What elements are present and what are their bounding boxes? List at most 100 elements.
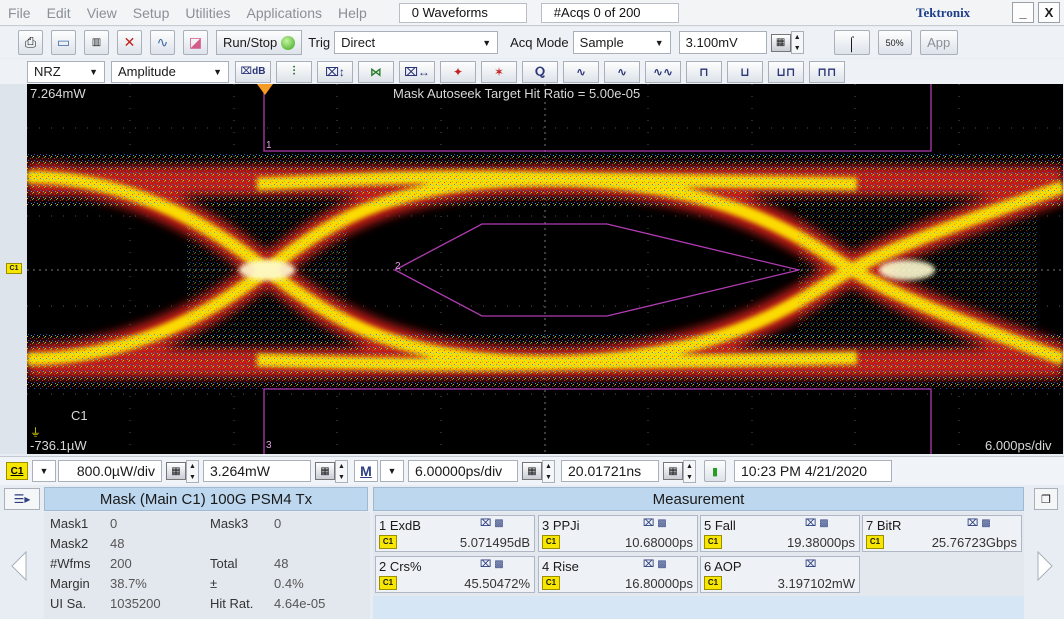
- panel-menu-button[interactable]: ☰▸: [4, 488, 40, 510]
- noise-button[interactable]: ✶: [481, 60, 517, 83]
- vertical-scale-spinner[interactable]: ▲ ▼: [186, 459, 199, 483]
- chevron-down-icon: ▼: [482, 37, 492, 48]
- vertical-scale-input[interactable]: 800.0µW/div: [58, 460, 162, 482]
- measurement-crs[interactable]: 2 Crs% ⌧ ▩ C1 45.50472%: [375, 556, 535, 593]
- measurement-aop[interactable]: 6 AOP ⌧ C1 3.197102mW: [700, 556, 860, 593]
- burst-button[interactable]: ⊓⊓: [809, 60, 845, 83]
- stats-icon[interactable]: ⌧: [805, 559, 817, 570]
- measurement-fall[interactable]: 5 Fall ⌧ ▩ C1 19.38000ps: [700, 515, 860, 552]
- stats-icon[interactable]: ⌧ ▩: [967, 518, 991, 529]
- mask-value: 200: [110, 556, 132, 571]
- source-badge: C1: [379, 535, 397, 549]
- signal-type-select[interactable]: NRZ ▼: [27, 60, 105, 83]
- keypad-icon[interactable]: ▦: [315, 462, 335, 480]
- rise-button[interactable]: ∿: [563, 60, 599, 83]
- horizontal-scale-spinner[interactable]: ▲ ▼: [542, 459, 555, 483]
- fifty-percent-button[interactable]: 50%: [877, 30, 912, 55]
- default-setup-button[interactable]: ◪: [183, 30, 208, 55]
- timebase-label: 6.000ps/div: [985, 438, 1052, 453]
- eye-width-button[interactable]: ⌧↔: [399, 60, 435, 83]
- keypad-icon[interactable]: ▦: [770, 33, 791, 52]
- measurement-rise[interactable]: 4 Rise ⌧ ▩ C1 16.80000ps: [538, 556, 698, 593]
- measurement-exdb[interactable]: 1 ExdB ⌧ ▩ C1 5.071495dB: [375, 515, 535, 552]
- restore-panel-button[interactable]: ❐: [1034, 488, 1058, 510]
- trigger-level-value: 3.100mV: [685, 35, 738, 50]
- math-button[interactable]: M: [354, 460, 378, 482]
- chevron-right-icon[interactable]: [1028, 512, 1064, 619]
- horizontal-position-input[interactable]: 20.01721ns: [561, 460, 659, 482]
- acq-mode-select[interactable]: Sample ▼: [572, 31, 671, 54]
- run-stop-button[interactable]: Run/Stop: [216, 30, 303, 55]
- waveform-display[interactable]: 7.264mW Mask Autoseek Target Hit Ratio =…: [27, 84, 1063, 454]
- channel-c1-button[interactable]: C1: [6, 462, 28, 480]
- math-dropdown[interactable]: ▼: [380, 460, 404, 482]
- signal-type-value: NRZ: [34, 64, 61, 79]
- mask-value: 48: [110, 536, 125, 551]
- status-indicator-button[interactable]: ▮: [704, 460, 726, 482]
- close-button[interactable]: X: [1038, 2, 1060, 23]
- measure-button[interactable]: ▥: [84, 30, 109, 55]
- stats-icon[interactable]: ⌧ ▩: [480, 559, 504, 570]
- ruler-icon: ▥: [91, 37, 102, 48]
- stats-icon[interactable]: ⌧ ▩: [643, 559, 667, 570]
- menu-help[interactable]: Help: [338, 4, 367, 21]
- main-toolbar: ⎙ ▭ ▥ ✕ ∿ ◪ Run/Stop Trig Direct ▼ Acq M…: [0, 27, 1064, 58]
- source-badge: C1: [704, 535, 722, 549]
- eye-db-button[interactable]: ⌧dB: [235, 60, 271, 83]
- level-spinner[interactable]: ▲ ▼: [790, 31, 804, 54]
- measurement-bitr[interactable]: 7 BitR ⌧ ▩ C1 25.76723Gbps: [862, 515, 1022, 552]
- menu-view[interactable]: View: [86, 4, 117, 21]
- noise-icon: ✶: [493, 64, 505, 79]
- view-mode-select[interactable]: Amplitude ▼: [111, 60, 229, 83]
- stats-icon[interactable]: ⌧ ▩: [805, 518, 829, 529]
- histogram-button[interactable]: ⫶: [276, 60, 312, 83]
- menu-bar: File Edit View Setup Utilities Applicati…: [0, 0, 1064, 26]
- clear-button[interactable]: ✕: [117, 30, 142, 55]
- neg-width-button[interactable]: ⊔: [727, 60, 763, 83]
- measurement-ppji[interactable]: 3 PPJi ⌧ ▩ C1 10.68000ps: [538, 515, 698, 552]
- fall-button[interactable]: ∿: [604, 60, 640, 83]
- trigger-slope-button[interactable]: ⌠: [833, 30, 870, 55]
- menu-utilities[interactable]: Utilities: [185, 4, 231, 21]
- measurement-value: 19.38000ps: [787, 535, 855, 550]
- mask-panel-header: Mask (Main C1) 100G PSM4 Tx: [44, 487, 368, 511]
- trigger-source-value: Direct: [341, 35, 376, 50]
- pos-width-button[interactable]: ⊓: [686, 60, 722, 83]
- trigger-level-input[interactable]: 3.100mV: [678, 31, 767, 54]
- menu-file[interactable]: File: [8, 4, 31, 21]
- trigger-position-marker[interactable]: [257, 84, 273, 95]
- mask-results: Mask1 0 Mask3 0 Mask2 48 #Wfms 200 Total…: [44, 512, 370, 619]
- horizontal-position-spinner[interactable]: ▲ ▼: [683, 459, 696, 483]
- jitter-button[interactable]: ✦: [440, 60, 476, 83]
- menu-applications[interactable]: Applications: [246, 4, 323, 21]
- trigger-source-select[interactable]: Direct ▼: [334, 31, 499, 54]
- keypad-icon[interactable]: ▦: [522, 462, 542, 480]
- channel-offset-marker[interactable]: C1: [6, 263, 22, 274]
- stats-icon[interactable]: ⌧ ▩: [480, 518, 504, 529]
- eye-crossing-button[interactable]: ⋈: [358, 60, 394, 83]
- spin-down-icon: ▼: [686, 473, 693, 481]
- duty-button[interactable]: ⊔⊓: [768, 60, 804, 83]
- app-button[interactable]: App: [919, 30, 958, 55]
- eye-height-button[interactable]: ⌧↕: [317, 60, 353, 83]
- channel-dropdown[interactable]: ▼: [32, 460, 56, 482]
- neg-width-icon: ⊔: [740, 64, 750, 79]
- menu-setup[interactable]: Setup: [132, 4, 170, 21]
- run-status-led-icon: [281, 35, 296, 50]
- pulse-button[interactable]: Ⴍ: [522, 60, 558, 83]
- autoset-button[interactable]: ∿: [150, 30, 175, 55]
- screen-capture-button[interactable]: ▭: [51, 30, 76, 55]
- measurement-name: 2 Crs%: [379, 559, 422, 574]
- chevron-left-icon[interactable]: [0, 512, 40, 619]
- vertical-offset-input[interactable]: 3.264mW: [203, 460, 311, 482]
- horizontal-scale-input[interactable]: 6.00000ps/div: [408, 460, 518, 482]
- stats-icon[interactable]: ⌧ ▩: [643, 518, 667, 529]
- keypad-icon[interactable]: ▦: [663, 462, 683, 480]
- vertical-offset-spinner[interactable]: ▲ ▼: [335, 459, 348, 483]
- keypad-icon[interactable]: ▦: [166, 462, 186, 480]
- print-button[interactable]: ⎙: [18, 30, 43, 55]
- trig-label: Trig: [308, 35, 331, 50]
- minimize-button[interactable]: _: [1012, 2, 1034, 23]
- period-button[interactable]: ∿∿: [645, 60, 681, 83]
- menu-edit[interactable]: Edit: [46, 4, 71, 21]
